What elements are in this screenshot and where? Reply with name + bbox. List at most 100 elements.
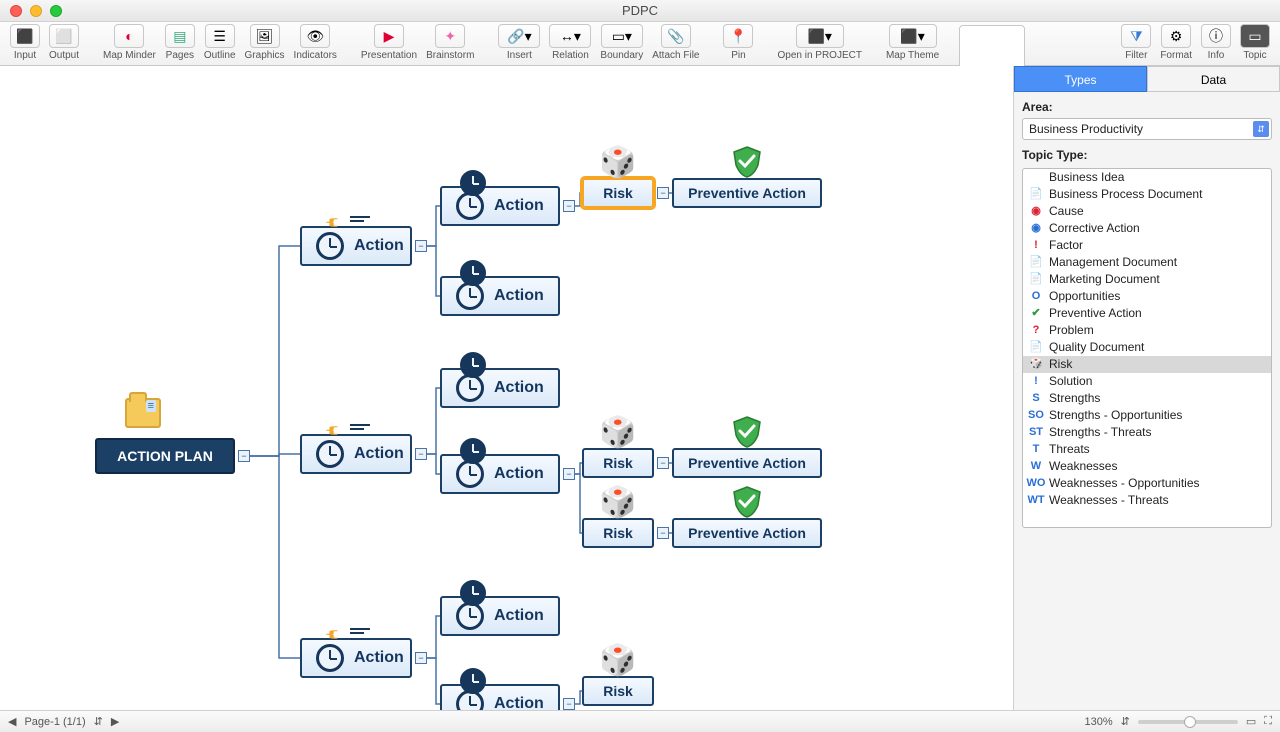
diagram-node[interactable]: Action <box>440 684 560 710</box>
collapse-icon[interactable]: − <box>657 187 669 199</box>
diagram-node[interactable]: Risk <box>582 676 654 706</box>
type-icon: ! <box>1029 375 1043 389</box>
list-item[interactable]: TThreats <box>1023 441 1271 458</box>
maptheme-button[interactable]: ⬛▾Map Theme <box>882 24 943 61</box>
input-button[interactable]: ⬛Input <box>6 24 44 61</box>
canvas[interactable]: ACTION PLAN−﹛Action−﹛Action−﹛Action−Acti… <box>0 66 1014 710</box>
diagram-node[interactable]: Risk <box>582 178 654 208</box>
list-item[interactable]: ?Problem <box>1023 322 1271 339</box>
window-title: PDPC <box>0 3 1280 18</box>
list-item[interactable]: SOStrengths - Opportunities <box>1023 407 1271 424</box>
fit-icon[interactable]: ▭ <box>1246 715 1256 728</box>
diagram-node[interactable]: Preventive Action <box>672 448 822 478</box>
diagram-node[interactable]: Risk <box>582 518 654 548</box>
list-item[interactable]: 📄Quality Document <box>1023 339 1271 356</box>
collapse-icon[interactable]: − <box>563 698 575 710</box>
pin-button[interactable]: 📍Pin <box>719 24 757 61</box>
area-label: Area: <box>1022 100 1053 114</box>
node-label: Risk <box>603 185 633 201</box>
node-label: Preventive Action <box>688 525 806 541</box>
format-button[interactable]: ⚙Format <box>1156 24 1196 61</box>
clock-icon <box>456 374 484 402</box>
diagram-node[interactable]: Action <box>440 276 560 316</box>
list-item[interactable]: WWeaknesses <box>1023 458 1271 475</box>
list-item-label: Strengths <box>1049 391 1100 406</box>
diagram-node[interactable]: Preventive Action <box>672 518 822 548</box>
node-label: Action <box>494 287 544 305</box>
output-button[interactable]: ⬜Output <box>45 24 83 61</box>
list-item[interactable]: 📄Management Document <box>1023 254 1271 271</box>
list-item[interactable]: Business Idea <box>1023 169 1271 186</box>
list-item[interactable]: ◉Corrective Action <box>1023 220 1271 237</box>
collapse-icon[interactable]: − <box>563 200 575 212</box>
list-item[interactable]: 📄Marketing Document <box>1023 271 1271 288</box>
list-item[interactable]: ◉Cause <box>1023 203 1271 220</box>
collapse-icon[interactable]: − <box>657 527 669 539</box>
list-item[interactable]: OOpportunities <box>1023 288 1271 305</box>
list-item[interactable]: 📄Business Process Document <box>1023 186 1271 203</box>
topic-type-list[interactable]: Business Idea📄Business Process Document◉… <box>1022 168 1272 528</box>
outline-button[interactable]: ☰Outline <box>200 24 240 61</box>
open-project-button[interactable]: ⬛▾Open in PROJECT <box>773 24 865 61</box>
graphics-button[interactable]: 🖼Graphics <box>241 24 289 61</box>
topic-button[interactable]: ▭Topic <box>1236 24 1274 61</box>
list-item[interactable]: WOWeaknesses - Opportunities <box>1023 475 1271 492</box>
diagram-node[interactable]: ﹛Action <box>300 226 412 266</box>
collapse-icon[interactable]: − <box>563 468 575 480</box>
diagram-node[interactable]: ﹛Action <box>300 638 412 678</box>
node-label: Action <box>354 649 404 667</box>
diagram-node[interactable]: ACTION PLAN <box>95 438 235 474</box>
list-item[interactable]: 🎲Risk <box>1023 356 1271 373</box>
tab-types[interactable]: Types <box>1014 66 1147 92</box>
collapse-icon[interactable]: − <box>415 240 427 252</box>
page-stepper-icon[interactable]: ⇵ <box>94 715 103 728</box>
list-item[interactable]: ✔Preventive Action <box>1023 305 1271 322</box>
collapse-icon[interactable]: − <box>657 457 669 469</box>
insert-button[interactable]: 🔗▾Insert <box>494 24 544 61</box>
info-button[interactable]: ⓘInfo <box>1197 24 1235 61</box>
diagram-node[interactable]: Risk <box>582 448 654 478</box>
node-label: Action <box>494 465 544 483</box>
zoom-slider[interactable] <box>1138 720 1238 724</box>
indicators-button[interactable]: 👁Indicators <box>290 24 341 61</box>
diagram-node[interactable]: Action <box>440 368 560 408</box>
type-icon: 📄 <box>1029 256 1043 270</box>
node-label: Action <box>494 695 544 710</box>
pages-button[interactable]: ▤Pages <box>161 24 199 61</box>
clock-icon <box>316 232 344 260</box>
list-item[interactable]: STStrengths - Threats <box>1023 424 1271 441</box>
diagram-node[interactable]: Preventive Action <box>672 178 822 208</box>
area-combo[interactable]: Business Productivity ⇵ <box>1022 118 1272 140</box>
dice-icon: 🎲 <box>600 144 636 180</box>
list-item[interactable]: !Factor <box>1023 237 1271 254</box>
relation-button[interactable]: ↔▾Relation <box>545 24 595 61</box>
diagram-node[interactable]: Action <box>440 596 560 636</box>
brainstorm-button[interactable]: ✦Brainstorm <box>422 24 478 61</box>
tab-data[interactable]: Data <box>1147 66 1280 92</box>
diagram-node[interactable]: ﹛Action <box>300 434 412 474</box>
page-indicator: Page-1 (1/1) <box>24 716 85 728</box>
list-item[interactable]: WTWeaknesses - Threats <box>1023 492 1271 509</box>
mapminder-button[interactable]: ◐Map Minder <box>99 24 160 61</box>
clock-icon <box>316 440 344 468</box>
zoom-stepper-icon[interactable]: ⇵ <box>1121 715 1130 728</box>
type-icon: WT <box>1029 494 1043 508</box>
prev-page-icon[interactable]: ◀ <box>8 715 16 728</box>
fullscreen-icon[interactable]: ⛶ <box>1264 715 1272 728</box>
clock-icon <box>316 644 344 672</box>
list-item-label: Preventive Action <box>1049 306 1142 321</box>
attach-button[interactable]: 📎Attach File <box>648 24 703 61</box>
list-item[interactable]: SStrengths <box>1023 390 1271 407</box>
collapse-icon[interactable]: − <box>415 448 427 460</box>
boundary-button[interactable]: ▭▾Boundary <box>596 24 647 61</box>
type-icon: 📄 <box>1029 188 1043 202</box>
filter-button[interactable]: ⧩Filter <box>1117 24 1155 61</box>
next-page-icon[interactable]: ▶ <box>111 715 119 728</box>
diagram-node[interactable]: Action <box>440 454 560 494</box>
collapse-icon[interactable]: − <box>238 450 250 462</box>
collapse-icon[interactable]: − <box>415 652 427 664</box>
list-item[interactable]: !Solution <box>1023 373 1271 390</box>
list-item-label: Strengths - Opportunities <box>1049 408 1182 423</box>
diagram-node[interactable]: Action <box>440 186 560 226</box>
presentation-button[interactable]: ▶Presentation <box>357 24 421 61</box>
